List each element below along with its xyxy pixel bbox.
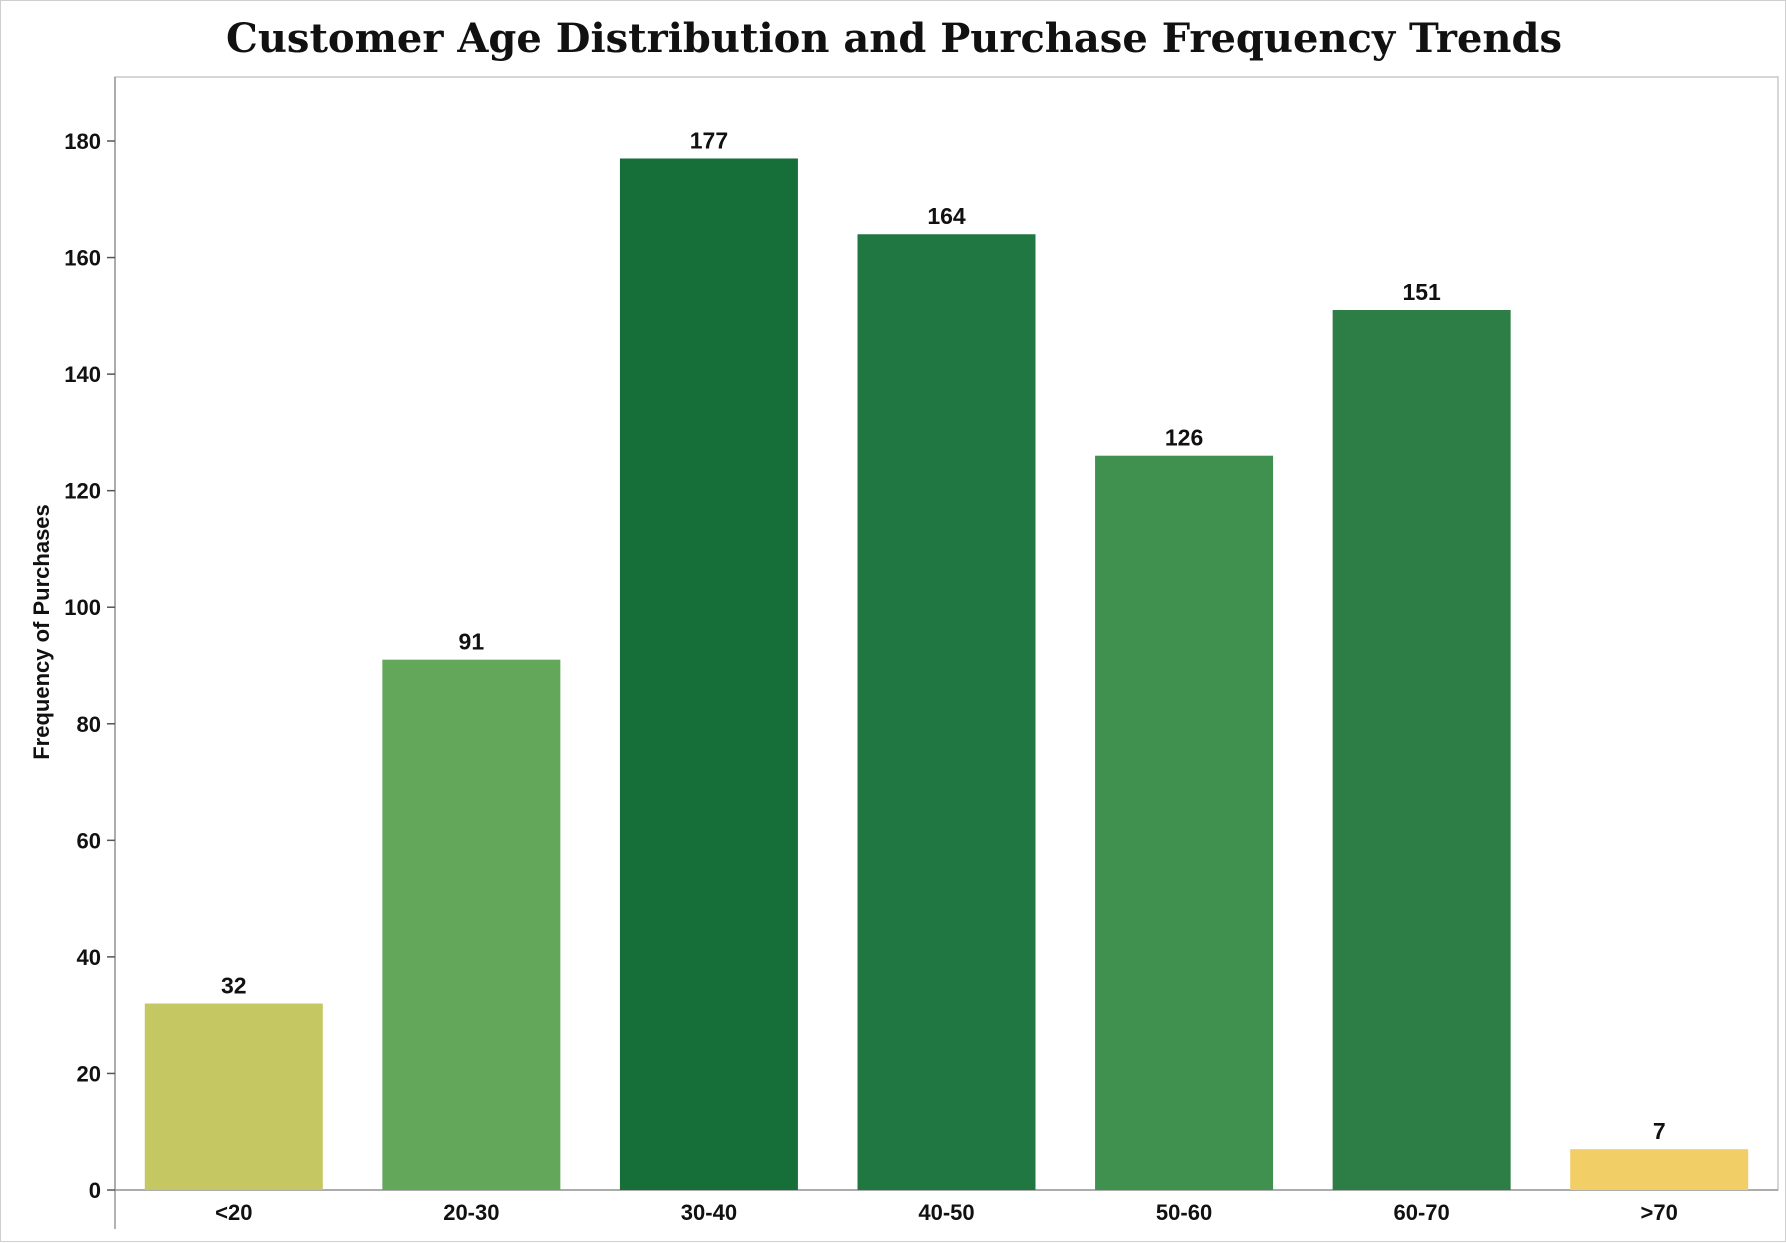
y-tick-label: 20 <box>77 1061 101 1086</box>
bar <box>382 659 561 1190</box>
y-tick-label: 0 <box>89 1178 101 1203</box>
x-tick-label: 50-60 <box>1156 1200 1212 1225</box>
y-axis-title: Frequency of Purchases <box>29 504 54 760</box>
bars-group <box>144 158 1749 1190</box>
y-tick-label: 80 <box>77 712 101 737</box>
x-tick-label: 60-70 <box>1394 1200 1450 1225</box>
bar <box>1570 1149 1749 1190</box>
bar <box>619 158 798 1190</box>
data-label: 32 <box>221 973 247 999</box>
data-label: 7 <box>1653 1118 1666 1144</box>
x-axis: <20 20-30 30-40 40-50 50-60 60-70 >70 <box>115 1189 1778 1225</box>
y-tick-label: 160 <box>64 246 101 271</box>
y-tick-label: 40 <box>77 945 101 970</box>
bar <box>144 1003 323 1190</box>
x-tick-label: 40-50 <box>918 1200 974 1225</box>
y-tick-label: 60 <box>77 828 101 853</box>
bar <box>1332 310 1511 1190</box>
bar <box>857 234 1036 1190</box>
data-label: 126 <box>1165 425 1203 451</box>
y-tick-label: 120 <box>64 479 101 504</box>
y-tick-label: 180 <box>64 129 101 154</box>
data-label: 177 <box>690 127 728 153</box>
x-tick-label: 30-40 <box>681 1200 737 1225</box>
x-tick-label: 20-30 <box>443 1200 499 1225</box>
y-tick-label: 140 <box>64 362 101 387</box>
data-labels-group: 32 91 177 164 126 151 7 <box>221 127 1666 1144</box>
data-label: 151 <box>1402 279 1441 305</box>
data-label: 91 <box>459 629 485 655</box>
x-tick-label: >70 <box>1641 1200 1678 1225</box>
chart-title: Customer Age Distribution and Purchase F… <box>226 15 1562 62</box>
y-axis: 0 20 40 60 80 100 120 140 160 180 <box>64 77 116 1229</box>
data-label: 164 <box>927 203 966 229</box>
y-tick-label: 100 <box>64 595 101 620</box>
bar <box>1095 455 1274 1190</box>
x-tick-label: <20 <box>215 1200 252 1225</box>
